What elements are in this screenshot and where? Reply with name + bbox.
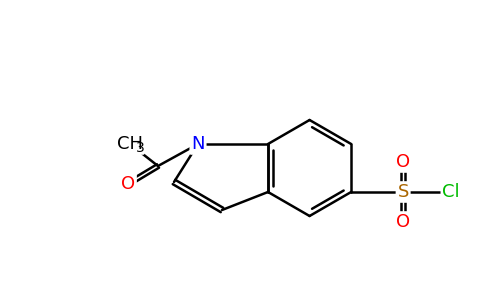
Text: O: O xyxy=(396,213,410,231)
Text: 3: 3 xyxy=(136,141,144,155)
Text: O: O xyxy=(121,175,135,193)
Text: N: N xyxy=(191,135,205,153)
Text: CH: CH xyxy=(117,135,143,153)
Text: S: S xyxy=(397,183,409,201)
Text: Cl: Cl xyxy=(442,183,460,201)
Text: O: O xyxy=(396,153,410,171)
